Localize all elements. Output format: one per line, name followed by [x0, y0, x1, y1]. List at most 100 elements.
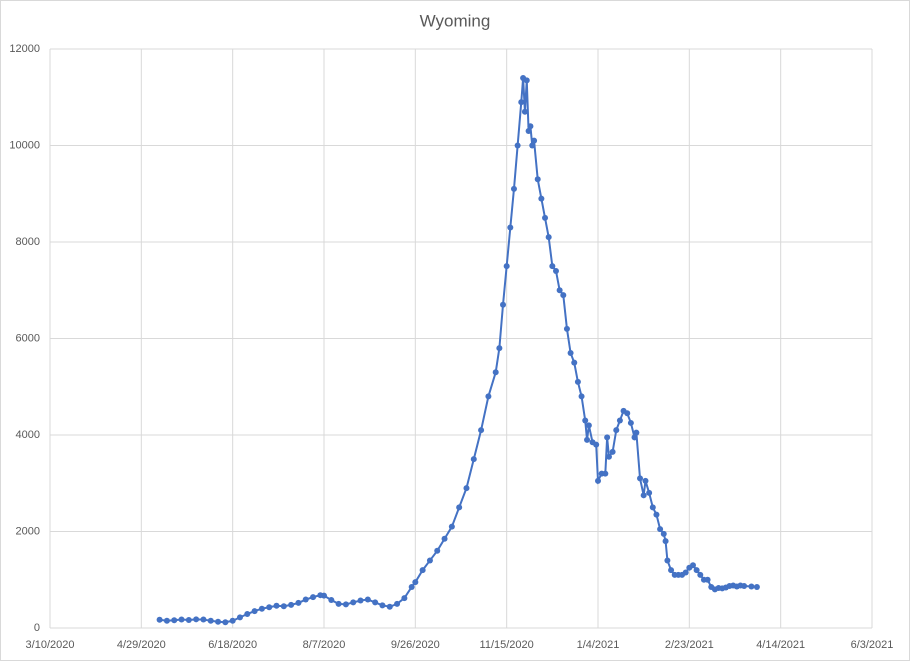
data-point	[627, 419, 634, 426]
data-point	[335, 600, 342, 607]
data-point	[456, 504, 463, 511]
data-point	[668, 567, 675, 574]
data-point	[350, 599, 357, 606]
data-point	[563, 325, 570, 332]
data-point	[646, 489, 653, 496]
data-point	[693, 567, 700, 574]
data-point	[394, 600, 401, 607]
data-point	[328, 597, 335, 604]
x-tick-label: 6/3/2021	[851, 639, 894, 651]
data-point	[251, 608, 258, 615]
data-point	[624, 410, 631, 417]
y-tick-label: 12000	[9, 43, 40, 55]
data-point	[633, 429, 640, 436]
data-point	[364, 596, 371, 603]
data-point	[697, 571, 704, 578]
data-point	[602, 470, 609, 477]
data-point	[156, 616, 163, 623]
data-point	[258, 605, 265, 612]
data-point	[748, 583, 755, 590]
data-point	[523, 77, 530, 84]
data-point	[542, 214, 549, 221]
data-point	[441, 535, 448, 542]
data-point	[302, 596, 309, 603]
data-point	[470, 456, 477, 463]
data-point	[595, 477, 601, 484]
data-point	[500, 301, 507, 308]
data-point	[507, 224, 514, 231]
data-point	[463, 485, 470, 492]
data-point	[584, 436, 591, 443]
data-point	[295, 599, 302, 606]
x-tick-label: 4/14/2021	[756, 639, 805, 651]
data-point	[613, 427, 620, 434]
x-tick-label: 6/18/2020	[208, 639, 257, 651]
data-point	[426, 557, 433, 564]
data-point	[357, 597, 364, 604]
data-point	[741, 583, 748, 590]
data-point	[321, 592, 327, 599]
data-point	[593, 441, 600, 448]
data-point	[207, 617, 214, 624]
data-point	[244, 611, 251, 618]
data-point	[408, 583, 415, 590]
data-point	[657, 526, 664, 533]
data-point	[534, 176, 541, 183]
data-point	[571, 359, 578, 366]
data-point	[379, 602, 386, 609]
data-point	[171, 617, 178, 624]
data-point	[631, 434, 638, 441]
data-point	[567, 349, 574, 356]
data-point	[753, 583, 760, 590]
data-point	[682, 569, 689, 576]
data-point	[609, 448, 616, 455]
data-point	[514, 142, 521, 149]
data-point	[549, 263, 556, 270]
x-tick-label: 4/29/2020	[117, 639, 166, 651]
y-tick-label: 10000	[9, 139, 40, 151]
data-point	[193, 616, 200, 623]
data-point	[552, 267, 559, 274]
x-tick-label: 11/15/2020	[480, 639, 534, 651]
data-point	[273, 602, 280, 609]
data-point	[215, 618, 222, 625]
data-point	[178, 616, 185, 623]
data-point	[649, 504, 656, 511]
data-point	[478, 427, 485, 434]
chart-title: Wyoming	[420, 11, 491, 30]
data-point	[560, 292, 567, 299]
data-point	[605, 453, 612, 460]
data-point	[288, 601, 295, 608]
data-point	[448, 523, 455, 530]
data-point	[642, 477, 649, 484]
data-point	[401, 595, 408, 602]
data-point	[538, 195, 545, 202]
x-tick-label: 8/7/2020	[303, 639, 346, 651]
data-point	[616, 417, 623, 424]
data-point	[640, 492, 647, 499]
data-point	[510, 185, 517, 192]
y-tick-label: 4000	[16, 429, 40, 441]
data-point	[419, 567, 426, 574]
x-tick-label: 3/10/2020	[26, 639, 75, 651]
data-point	[637, 475, 644, 482]
data-point	[185, 617, 192, 624]
data-point	[492, 369, 499, 376]
data-point	[689, 562, 696, 569]
data-point	[604, 434, 611, 441]
data-point	[582, 417, 589, 424]
data-point	[236, 614, 243, 621]
y-tick-label: 8000	[16, 236, 40, 248]
data-point	[200, 616, 207, 623]
data-point	[545, 234, 552, 241]
data-point	[163, 617, 170, 624]
x-tick-label: 2/23/2021	[665, 639, 714, 651]
y-tick-label: 2000	[16, 525, 40, 537]
data-point	[485, 393, 492, 400]
data-point	[518, 99, 525, 106]
data-point	[496, 345, 503, 352]
data-point	[503, 263, 510, 270]
data-point	[412, 579, 419, 586]
data-point	[229, 617, 236, 624]
